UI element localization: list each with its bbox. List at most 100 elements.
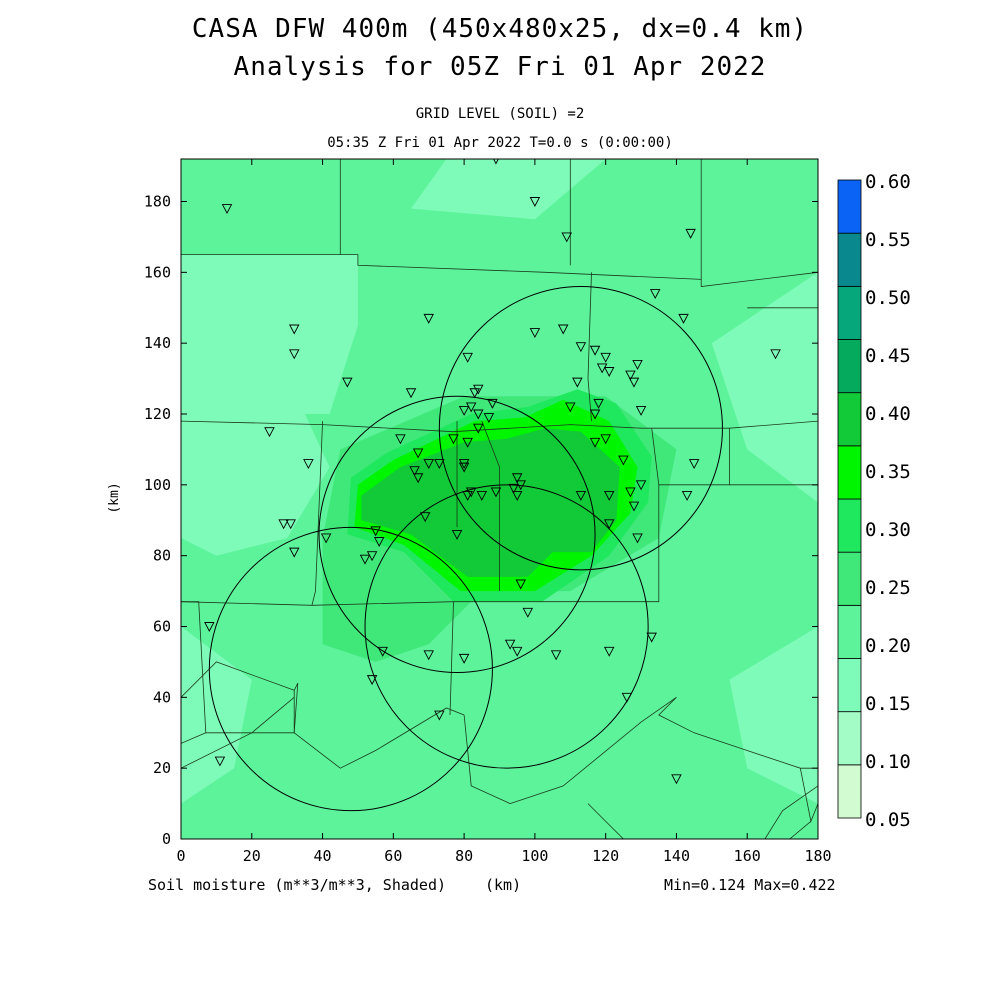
station-marker <box>575 342 587 353</box>
station-marker <box>603 646 615 657</box>
station-marker <box>550 650 562 661</box>
colorbar-swatch <box>837 392 862 447</box>
station-marker <box>264 427 275 438</box>
county-line <box>293 683 465 769</box>
station-marker <box>462 491 473 501</box>
colorbar: 0.05 0.10 0.15 0.20 0.25 0.30 0.35 0.40 0.45 0.50… <box>837 171 911 831</box>
station-marker <box>451 529 463 540</box>
station-marker <box>423 459 434 470</box>
colorbar-swatch <box>837 711 862 766</box>
x-axis: 0 20 40 60 80 100 120 140 160 180 <box>176 159 832 865</box>
station-marker <box>515 579 526 590</box>
station-marker <box>688 459 700 470</box>
station-marker <box>628 377 640 388</box>
station-marker <box>423 650 434 661</box>
station-marker <box>288 547 300 558</box>
y-axis-label: (km) <box>107 482 122 513</box>
station-marker <box>423 313 434 324</box>
station-marker <box>469 388 480 399</box>
county-line <box>587 803 624 839</box>
x-tick-label: 140 <box>663 847 690 865</box>
county-line <box>181 661 295 698</box>
station-marker <box>458 459 470 470</box>
station-marker <box>522 607 534 618</box>
y-tick-label: 180 <box>144 193 171 211</box>
station-marker <box>476 491 488 501</box>
station-marker <box>465 402 477 413</box>
station-marker <box>462 437 473 448</box>
colorbar-label: 0.15 <box>865 693 911 715</box>
station-marker <box>458 462 470 473</box>
colorbar-swatch <box>837 604 862 659</box>
station-marker <box>649 289 661 300</box>
grid-level-label: GRID LEVEL (SOIL) =2 <box>415 106 585 122</box>
station-marker <box>288 324 300 335</box>
station-marker <box>625 370 636 381</box>
colorbar-swatch <box>837 232 862 287</box>
station-marker <box>303 459 314 470</box>
station-marker <box>628 501 640 512</box>
colorbar-swatch <box>837 764 862 819</box>
radar-range-ring <box>364 484 649 769</box>
county-line <box>449 601 454 716</box>
y-tick-label: 0 <box>162 830 171 848</box>
county-line <box>587 272 592 422</box>
station-marker <box>366 551 378 562</box>
station-marker <box>770 349 781 360</box>
colorbar-label: 0.45 <box>865 345 911 367</box>
y-tick-label: 100 <box>144 476 171 494</box>
station-marker <box>529 328 541 339</box>
station-marker <box>504 639 516 650</box>
station-marker <box>448 434 459 445</box>
station-marker <box>434 710 445 721</box>
station-marker <box>370 526 381 537</box>
radar-range-rings <box>208 286 723 812</box>
county-line <box>181 696 295 769</box>
station-marker <box>434 459 445 470</box>
station-marker <box>204 622 215 632</box>
x-tick-label: 120 <box>592 847 619 865</box>
x-tick-label: 0 <box>176 847 185 865</box>
county-line <box>481 420 500 592</box>
station-marker <box>320 533 332 544</box>
station-marker <box>632 359 643 370</box>
station-marker <box>288 349 300 360</box>
station-marker <box>214 756 226 767</box>
radar-range-ring <box>438 286 723 571</box>
station-marker <box>342 377 353 388</box>
station-marker <box>589 409 601 420</box>
min-max-label: Min=0.124 Max=0.422 <box>664 876 836 894</box>
station-marker <box>462 352 473 363</box>
station-marker <box>635 406 647 416</box>
county-line <box>764 785 818 839</box>
colorbar-swatch <box>837 179 862 234</box>
shaded-region <box>411 159 606 220</box>
station-marker <box>561 232 572 243</box>
station-marker <box>359 554 371 565</box>
county-line <box>181 254 818 287</box>
colorbar-swatch <box>837 498 862 553</box>
county-line <box>789 820 812 839</box>
station-marker <box>405 388 417 399</box>
station-marker <box>278 519 289 530</box>
chart-title: CASA DFW 400m (450x480x25, dx=0.4 km) <box>191 14 809 44</box>
colorbar-label: 0.40 <box>865 403 911 425</box>
station-marker <box>572 377 583 388</box>
plot-frame <box>180 158 819 840</box>
station-marker <box>458 653 470 664</box>
station-marker <box>366 675 378 686</box>
station-marker <box>685 228 696 239</box>
station-marker <box>603 367 615 377</box>
colorbar-label: 0.25 <box>865 577 911 599</box>
y-tick-label: 160 <box>144 263 171 281</box>
y-tick-label: 60 <box>153 618 171 636</box>
station-marker <box>419 512 431 523</box>
station-marker <box>473 409 484 420</box>
station-marker <box>589 437 601 448</box>
station-marker <box>600 352 611 363</box>
y-tick-label: 80 <box>153 547 171 565</box>
station-marker <box>618 455 629 466</box>
station-marker <box>483 413 495 424</box>
colorbar-swatch <box>837 445 862 500</box>
station-marker <box>589 345 601 356</box>
